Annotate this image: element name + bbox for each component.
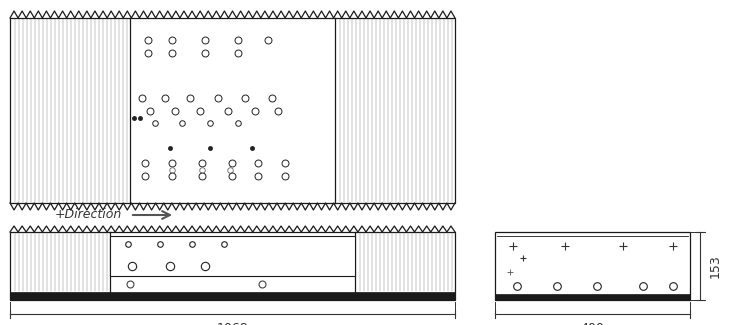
Bar — [130, 18, 335, 203]
Bar — [10, 18, 455, 203]
Text: +Direction: +Direction — [55, 209, 122, 222]
Bar — [495, 294, 690, 300]
Bar — [10, 18, 130, 203]
Bar — [10, 232, 455, 300]
Bar — [110, 236, 355, 276]
Bar — [335, 18, 455, 203]
Text: 1068: 1068 — [217, 322, 248, 325]
Text: 153: 153 — [709, 254, 722, 278]
Bar — [10, 292, 455, 300]
Text: 400: 400 — [580, 322, 604, 325]
Bar — [495, 232, 690, 300]
